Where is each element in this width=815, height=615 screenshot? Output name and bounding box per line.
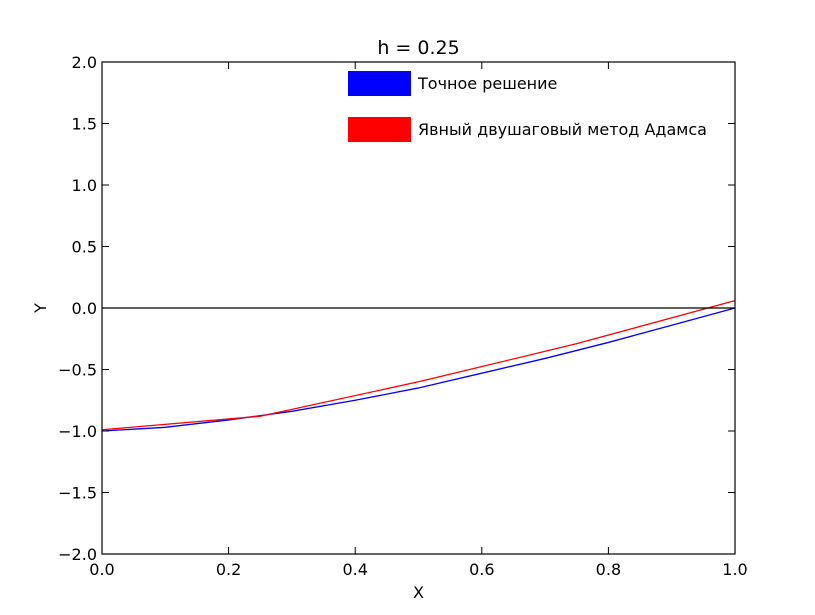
- series-layer: [101, 299, 736, 432]
- legend-swatch: [348, 117, 411, 142]
- chart-title: h = 0.25: [377, 37, 459, 59]
- y-tick-label: 2.0: [72, 53, 97, 72]
- y-tick-label: −2.0: [58, 545, 97, 564]
- x-tick-label: 0.4: [342, 560, 367, 579]
- y-tick-label: −1.5: [58, 484, 97, 503]
- y-tick-label: 1.0: [72, 176, 97, 195]
- series-line-0: [101, 307, 736, 432]
- y-tick-label: 1.5: [72, 115, 97, 134]
- x-tick-label: 0.6: [469, 560, 494, 579]
- x-tick-label: 1.0: [722, 560, 747, 579]
- y-tick-label: −1.0: [58, 422, 97, 441]
- series-line-1: [101, 299, 736, 431]
- legend: Точное решение Явный двушаговый метод Ада…: [348, 71, 707, 142]
- y-axis-label: Y: [31, 303, 50, 314]
- y-tick-label: 0.0: [72, 299, 97, 318]
- y-axis-ticks: 2.0 1.5 1.0 0.5 0.0 −0.5 −1.0 −1.5 −2.0: [58, 53, 735, 564]
- legend-label: Явный двушаговый метод Адамса: [418, 120, 707, 139]
- y-tick-label: 0.5: [72, 238, 97, 257]
- legend-swatch: [348, 71, 411, 96]
- x-axis-label: X: [413, 583, 424, 602]
- x-axis-ticks: 0.0 0.2 0.4 0.6 0.8 1.0: [89, 62, 748, 579]
- legend-label: Точное решение: [417, 74, 557, 93]
- y-tick-label: −0.5: [58, 361, 97, 380]
- x-tick-label: 0.0: [89, 560, 114, 579]
- x-tick-label: 0.2: [216, 560, 241, 579]
- x-tick-label: 0.8: [596, 560, 621, 579]
